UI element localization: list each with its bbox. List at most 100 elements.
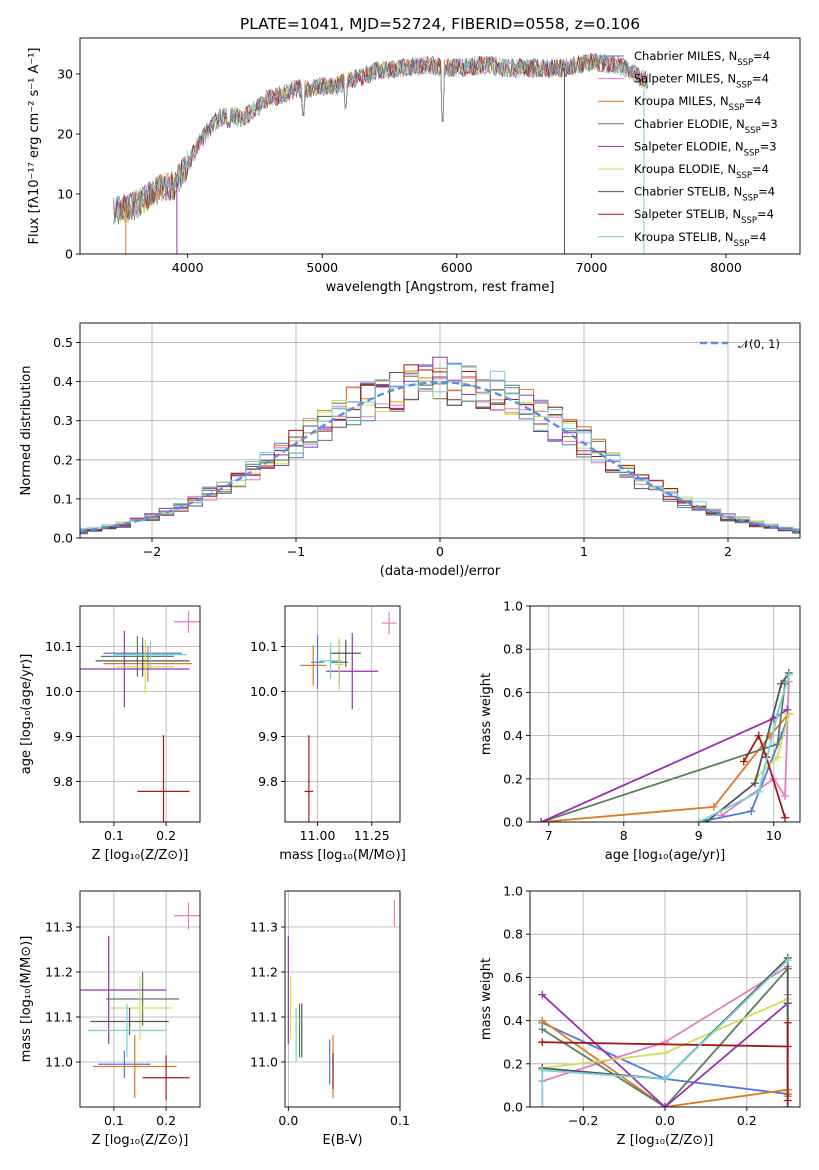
mass-weight-marker [783, 1096, 792, 1105]
x-axis-label: E(B-V) [322, 1133, 362, 1148]
axes-frame [284, 605, 401, 823]
spectrum-line [113, 53, 649, 225]
x-tick-label: 0.2 [156, 828, 176, 843]
spectrum-line [113, 54, 649, 222]
x-tick-label: 0.1 [390, 1113, 410, 1128]
mass-weight-line [542, 1022, 789, 1101]
mass-weight-line [541, 959, 789, 1107]
panel-mass_vs_Z: 0.1 0.2 11.0 11.1 11.2 11.3 Z [log₁₀(Z/Z⊙)] mas… [19, 890, 201, 1148]
axes-frame [79, 890, 201, 1108]
mass-weight-marker [751, 779, 759, 788]
y-tick-label: 10.1 [45, 639, 73, 654]
y-tick-label: 0.8 [503, 927, 523, 942]
x-tick-label: −2 [143, 544, 161, 559]
legend-label: Salpeter STELIB, NSSP=4 [634, 207, 774, 226]
plot-area-residuals [80, 356, 800, 535]
y-tick-label: 0.0 [503, 815, 523, 830]
y-tick-label: 30 [57, 67, 73, 82]
y-tick-label: 0.1 [53, 491, 73, 506]
plot-area-spectrum [113, 52, 649, 254]
axes-frame [529, 605, 801, 823]
mass-weight-marker [538, 1038, 547, 1047]
y-tick-label: 11.3 [45, 920, 73, 935]
x-tick-label: 6000 [441, 260, 473, 275]
y-tick-label: 9.8 [258, 774, 278, 789]
histogram-step [80, 367, 800, 530]
y-tick-label: 10.0 [45, 684, 73, 699]
y-tick-label: 0.0 [53, 531, 73, 546]
plot-area-age_vs_Z [80, 610, 200, 822]
mass-weight-marker [694, 818, 703, 822]
legend-label: Kroupa ELODIE, NSSP=4 [634, 162, 769, 181]
x-axis-label: wavelength [Angstrom, rest frame] [326, 280, 555, 295]
mass-weight-marker [702, 818, 711, 822]
y-tick-label: 9.8 [53, 774, 73, 789]
panel-mass_weight_vs_age: 7 8 9 10 0.0 0.2 0.4 0.6 0.8 1.0 age [log₁₀(age/yr… [479, 599, 801, 863]
figure-title: PLATE=1041, MJD=52724, FIBERID=0558, z=0… [240, 15, 640, 33]
y-tick-label: 1.0 [503, 884, 523, 899]
x-axis-label: Z [log₁₀(Z/Z⊙)] [92, 848, 189, 863]
x-tick-label: 10 [766, 828, 782, 843]
y-tick-label: 0.2 [53, 452, 73, 467]
y-axis-label: Flux [fλ10⁻¹⁷ erg cm⁻² s⁻¹ A⁻¹] [27, 48, 42, 245]
axes-frame [284, 890, 401, 1108]
x-axis-label: age [log₁₀(age/yr)] [605, 848, 726, 863]
y-tick-label: 0.5 [53, 335, 73, 350]
y-tick-label: 11.1 [250, 1010, 278, 1025]
plot-area-mass_vs_EBV [287, 900, 396, 1098]
x-tick-label: −1 [287, 544, 305, 559]
y-axis-label: mass [log₁₀(M/M⊙)] [19, 936, 34, 1063]
y-tick-label: 11.0 [45, 1055, 73, 1070]
mass-weight-marker [538, 1066, 547, 1075]
y-tick-label: 10.1 [250, 639, 278, 654]
x-axis-label: (data-model)/error [380, 564, 501, 579]
mass-weight-marker [781, 813, 789, 822]
spectrum-line [113, 52, 649, 225]
mass-weight-marker [538, 1016, 547, 1025]
y-tick-label: 0.2 [503, 771, 523, 786]
mass-weight-marker [773, 753, 782, 762]
mass-weight-line [705, 672, 790, 822]
mass-weight-marker [783, 956, 792, 965]
x-tick-label: 0.2 [156, 1113, 176, 1128]
mass-weight-marker [538, 1103, 547, 1107]
x-tick-label: 7 [545, 828, 553, 843]
y-tick-label: 11.0 [250, 1055, 278, 1070]
plot-area-mass_weight_vs_age [537, 668, 793, 822]
x-tick-label: 11.00 [300, 828, 336, 843]
y-tick-label: 0.4 [503, 1013, 523, 1028]
y-tick-label: 11.2 [250, 965, 278, 980]
y-tick-label: 20 [57, 127, 73, 142]
y-axis-label: mass weight [479, 673, 494, 755]
x-tick-label: 0.0 [278, 1113, 298, 1128]
mass-weight-marker [717, 811, 726, 820]
mass-weight-marker [538, 1025, 547, 1034]
legend-label: Chabrier ELODIE, NSSP=3 [634, 117, 778, 136]
mass-weight-marker [783, 1042, 792, 1051]
x-tick-label: −0.2 [568, 1113, 598, 1128]
mass-weight-line [541, 968, 789, 1107]
y-tick-label: 11.3 [250, 920, 278, 935]
spectrum-line [113, 52, 649, 219]
y-tick-label: 9.9 [53, 729, 73, 744]
mass-weight-line [698, 674, 790, 822]
y-tick-label: 0.2 [503, 1056, 523, 1071]
legend-label: 𝒩(0, 1) [738, 337, 780, 351]
legend-label: Kroupa MILES, NSSP=4 [634, 94, 761, 113]
legend-label: Chabrier STELIB, NSSP=4 [634, 185, 775, 204]
mass-weight-marker [661, 1103, 669, 1107]
y-axis-label: Normed distribution [19, 366, 34, 496]
mass-weight-marker [773, 710, 782, 718]
axes-frame [79, 37, 801, 255]
panel-spectrum: 4000 5000 6000 7000 8000 0 10 20 30 wavelength [A… [27, 37, 801, 295]
mass-weight-marker [783, 705, 792, 714]
x-tick-label: 0.1 [104, 1113, 124, 1128]
mass-weight-marker [783, 1018, 792, 1027]
normal-curve [80, 380, 800, 533]
mass-weight-marker [661, 1049, 669, 1057]
mass-weight-marker [784, 710, 793, 718]
panel-mass_weight_vs_Z: −0.2 0.0 0.2 0.0 0.2 0.4 0.6 0.8 1.0 Z [log₁₀(Z/Z… [479, 884, 801, 1148]
mass-weight-marker [777, 679, 786, 688]
panel-age_vs_mass: 11.00 11.25 9.8 9.9 10.0 10.1 mass [log₁₀(M/M⊙… [250, 605, 406, 863]
